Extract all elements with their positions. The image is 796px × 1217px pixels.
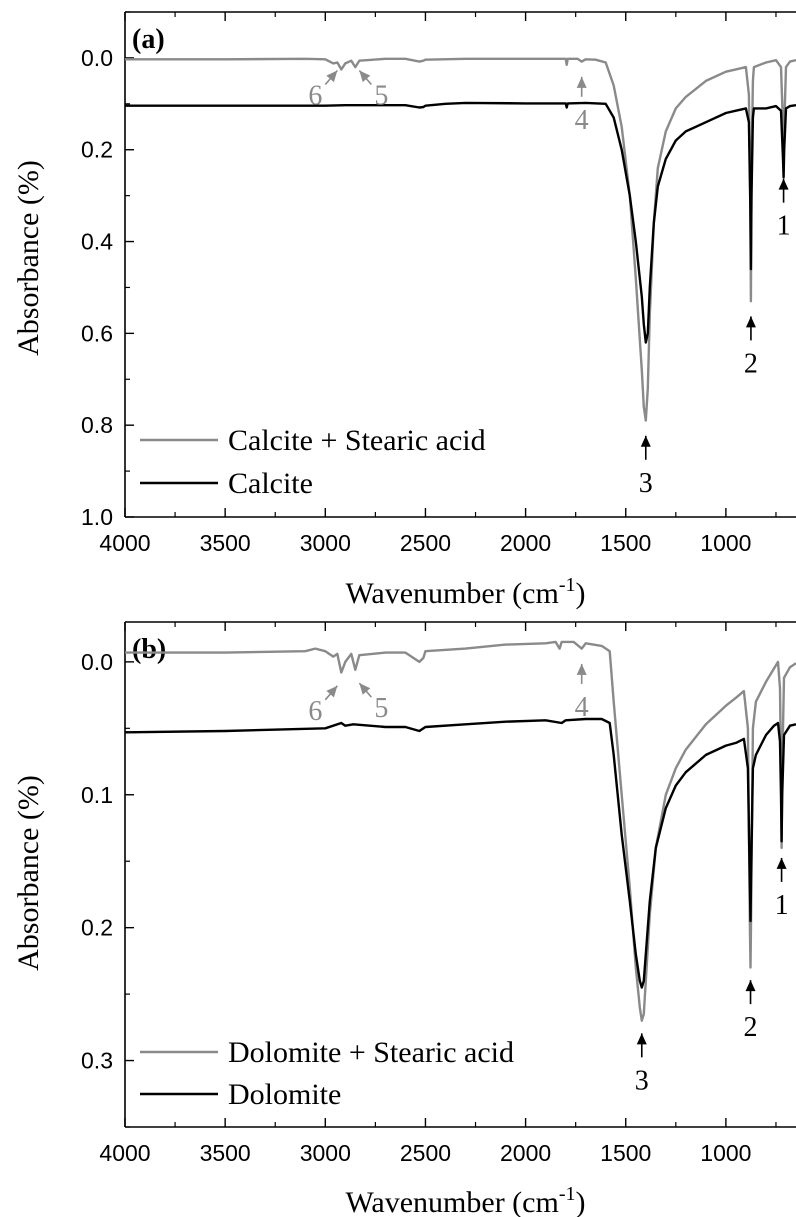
x-tick-label: 2500 [400,1140,451,1166]
y-tick-label: 0.6 [81,320,113,346]
x-tick-label: 1000 [700,530,751,556]
annotation-arrow-head [326,685,338,698]
annotation-arrow-head [359,70,371,83]
legend-label: Dolomite + Stearic acid [228,1036,514,1069]
x-tick-label: 3000 [300,530,351,556]
x-axis-title: Wavenumber (cm-1) [346,574,586,610]
panel-label: (b) [132,634,166,665]
panel-b: 4000 3500 3000 2500 2000 1500 1000 0.0 0.1 0.2 0.3… [12,621,796,1217]
series-line-dolomite [125,717,796,989]
annotation-arrow-head [745,980,756,992]
annotation-label: 4 [575,692,589,723]
series-line-calcite-stearic-acid [125,57,796,422]
y-tick-label: 0.0 [81,649,113,675]
legend-label: Calcite [228,467,313,500]
x-tick-label: 3500 [200,530,251,556]
annotation-label: 5 [374,693,388,724]
annotation-label: 3 [635,1065,649,1096]
annotation-arrow-head [576,663,587,675]
annotation-label: 2 [744,348,758,379]
annotation-arrow-head [636,1033,647,1045]
y-axis-title: Absorbance (%) [12,775,45,971]
x-tick-label: 3500 [200,1140,251,1166]
annotation-label: 6 [308,696,322,727]
panel-label: (a) [132,24,165,55]
annotation-arrow-head [640,435,651,447]
x-tick-label: 1000 [700,1140,751,1166]
y-tick-label: 0.3 [81,1048,113,1074]
x-tick-label: 1500 [600,1140,651,1166]
x-tick-label: 2500 [400,530,451,556]
annotation-arrow-head [778,178,789,190]
y-tick-label: 0.2 [81,915,113,941]
y-axis-title: Absorbance (%) [12,160,45,356]
annotation-label: 1 [777,211,791,242]
annotation-label: 5 [374,81,388,112]
annotation-label: 3 [639,468,653,499]
annotation-arrow-head [326,70,338,83]
x-tick-label: 1500 [600,530,651,556]
y-tick-label: 0.0 [81,45,113,71]
annotation-label: 1 [775,890,789,921]
x-tick-label: 2000 [500,1140,551,1166]
annotation-label: 2 [744,1012,758,1043]
annotation-arrow-head [359,683,371,695]
panel-a: 4000 3500 3000 2500 2000 1500 1000 0.0 0.2 0.4 0.6… [12,11,796,610]
series-line-calcite [125,101,796,344]
annotation-arrow-head [745,316,756,328]
annotation-arrow-head [776,857,787,869]
annotation-label: 4 [575,105,589,136]
legend-label: Calcite + Stearic acid [228,424,486,457]
x-tick-label: 3000 [300,1140,351,1166]
x-tick-label: 2000 [500,530,551,556]
x-axis-title: Wavenumber (cm-1) [346,1183,586,1217]
y-tick-label: 1.0 [81,504,113,530]
y-tick-label: 0.8 [81,412,113,438]
y-tick-label: 0.1 [81,782,113,808]
series-line-dolomite-stearic-acid [125,640,796,1022]
annotation-arrow-head [576,76,587,88]
legend-label: Dolomite [228,1078,341,1111]
x-tick-label: 4000 [99,530,150,556]
annotation-label: 6 [308,81,322,112]
y-tick-label: 0.4 [81,229,113,255]
x-tick-label: 4000 [99,1140,150,1166]
y-tick-label: 0.2 [81,137,113,163]
